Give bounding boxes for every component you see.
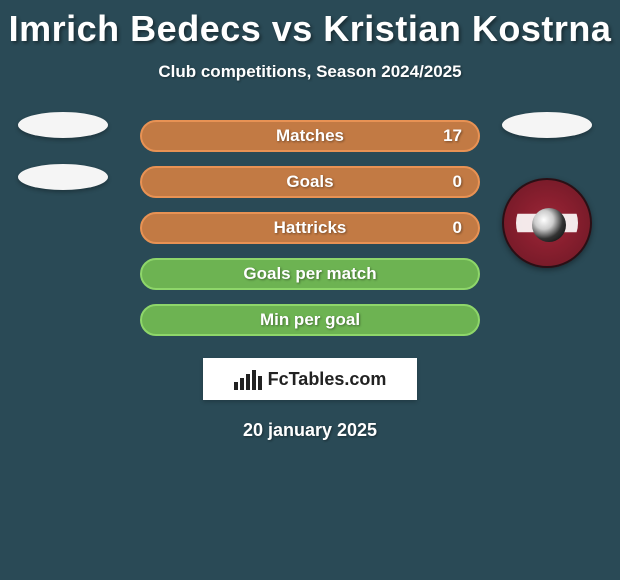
chart-icon <box>234 368 262 390</box>
club-placeholder-icon <box>18 164 108 190</box>
stat-label: Hattricks <box>274 218 347 238</box>
date-label: 20 january 2025 <box>0 420 620 441</box>
stat-value: 17 <box>443 126 462 146</box>
stat-row-goals-per-match: Goals per match <box>140 258 480 290</box>
stat-label: Matches <box>276 126 344 146</box>
stat-label: Goals <box>286 172 333 192</box>
right-player-badges <box>502 112 602 268</box>
club-badge-icon <box>502 178 592 268</box>
stat-row-goals: Goals 0 <box>140 166 480 198</box>
logo-text: FcTables.com <box>268 369 387 390</box>
stat-bars: Matches 17 Goals 0 Hattricks 0 Goals per… <box>140 120 480 336</box>
player-placeholder-icon <box>18 112 108 138</box>
stat-value: 0 <box>453 172 462 192</box>
stats-area: Matches 17 Goals 0 Hattricks 0 Goals per… <box>0 120 620 441</box>
stat-row-min-per-goal: Min per goal <box>140 304 480 336</box>
page-title: Imrich Bedecs vs Kristian Kostrna <box>0 8 620 50</box>
fctables-logo[interactable]: FcTables.com <box>203 358 417 400</box>
stat-label: Goals per match <box>243 264 376 284</box>
player-placeholder-icon <box>502 112 592 138</box>
stat-row-hattricks: Hattricks 0 <box>140 212 480 244</box>
left-player-badges <box>18 112 118 216</box>
subtitle: Club competitions, Season 2024/2025 <box>0 62 620 82</box>
comparison-card: Imrich Bedecs vs Kristian Kostrna Club c… <box>0 0 620 441</box>
stat-value: 0 <box>453 218 462 238</box>
stat-label: Min per goal <box>260 310 360 330</box>
stat-row-matches: Matches 17 <box>140 120 480 152</box>
